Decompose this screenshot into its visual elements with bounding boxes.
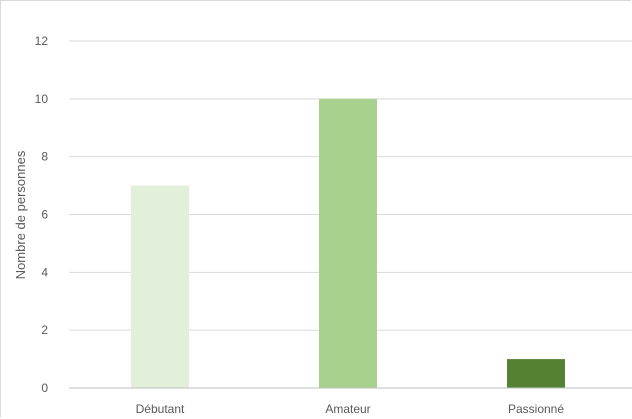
bars-group (131, 98, 565, 388)
y-axis-title: Nombre de personnes (13, 150, 28, 279)
y-tick-label: 2 (41, 323, 48, 337)
y-tick-label: 12 (35, 34, 49, 48)
x-tick-label: Amateur (325, 402, 370, 416)
y-axis-ticks: 0 2 4 6 8 10 12 (35, 34, 49, 395)
y-tick-label: 0 (41, 381, 48, 395)
bar-debutant (131, 185, 189, 388)
y-tick-label: 8 (41, 150, 48, 164)
x-axis-ticks: Débutant Amateur Passionné (136, 402, 565, 416)
bar-amateur (319, 98, 377, 388)
y-tick-label: 4 (41, 265, 48, 279)
y-tick-label: 6 (41, 208, 48, 222)
bar-passionne (507, 359, 565, 388)
y-tick-label: 10 (35, 92, 49, 106)
x-tick-label: Débutant (136, 402, 185, 416)
x-tick-label: Passionné (508, 402, 564, 416)
